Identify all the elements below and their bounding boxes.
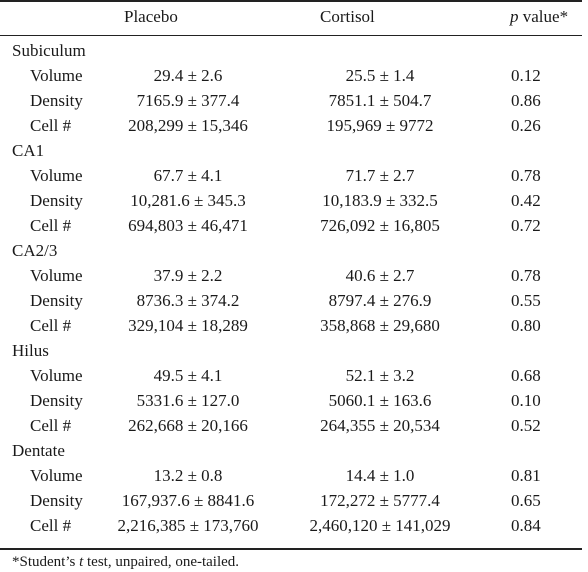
cortisol-cell: 8797.4 ± 276.9 [328, 291, 432, 310]
cortisol-cell: 2,460,120 ± 141,029 [309, 516, 451, 535]
measure-label: Volume [30, 366, 83, 385]
table-row: Cell # 208,299 ± 15,346 195,969 ± 9772 0.26 [0, 113, 582, 138]
cortisol-cell: 172,272 ± 5777.4 [320, 491, 440, 510]
cortisol-cell: 7851.1 ± 504.7 [328, 91, 432, 110]
measure-label: Volume [30, 266, 83, 285]
measure-label: Density [30, 491, 83, 510]
measure-label: Cell # [30, 516, 72, 535]
cortisol-cell: 25.5 ± 1.4 [345, 66, 415, 85]
table-row: Cell # 329,104 ± 18,289 358,868 ± 29,680 0.… [0, 313, 582, 338]
section-name: CA1 [12, 141, 45, 160]
table-row: Cell # 694,803 ± 46,471 726,092 ± 16,805 0.… [0, 213, 582, 238]
table-row: Volume 29.4 ± 2.6 25.5 ± 1.4 0.12 [0, 63, 582, 88]
table-row: Density 7165.9 ± 377.4 7851.1 ± 504.7 0.86 [0, 88, 582, 113]
table-row: Cell # 2,216,385 ± 173,760 2,460,120 ± 141… [0, 513, 582, 538]
section-name: CA2/3 [12, 241, 58, 260]
section-row: CA1 [0, 138, 582, 163]
top-rule [0, 0, 582, 2]
p-value-cell: 0.65 [511, 491, 541, 510]
p-value-label: value* [518, 7, 569, 26]
measure-label: Cell # [30, 416, 72, 435]
cortisol-cell: 71.7 ± 2.7 [345, 166, 415, 185]
placebo-cell: 2,216,385 ± 173,760 [117, 516, 259, 535]
section-row: Hilus [0, 338, 582, 363]
measure-label: Volume [30, 66, 83, 85]
p-value-cell: 0.12 [511, 66, 541, 85]
table-row: Volume 13.2 ± 0.8 14.4 ± 1.0 0.81 [0, 463, 582, 488]
section-name: Hilus [12, 341, 49, 360]
table-row: Volume 37.9 ± 2.2 40.6 ± 2.7 0.78 [0, 263, 582, 288]
cortisol-cell: 10,183.9 ± 332.5 [322, 191, 438, 210]
measure-label: Cell # [30, 316, 72, 335]
footnote-t-symbol: t [79, 554, 84, 570]
p-value-cell: 0.78 [511, 166, 541, 185]
placebo-cell: 167,937.6 ± 8841.6 [121, 491, 255, 510]
placebo-cell: 29.4 ± 2.6 [153, 66, 223, 85]
section-row: CA2/3 [0, 238, 582, 263]
p-value-cell: 0.26 [511, 116, 541, 135]
p-value-cell: 0.55 [511, 291, 541, 310]
p-value-cell: 0.68 [511, 366, 541, 385]
placebo-cell: 8736.3 ± 374.2 [136, 291, 240, 310]
section-name: Subiculum [12, 41, 86, 60]
p-value-cell: 0.52 [511, 416, 541, 435]
cortisol-cell: 195,969 ± 9772 [326, 116, 434, 135]
cortisol-cell: 14.4 ± 1.0 [345, 466, 415, 485]
p-value-cell: 0.42 [511, 191, 541, 210]
cortisol-cell: 264,355 ± 20,534 [320, 416, 440, 435]
measure-label: Cell # [30, 216, 72, 235]
p-value-cell: 0.78 [511, 266, 541, 285]
p-symbol: p [510, 7, 519, 26]
placebo-cell: 208,299 ± 15,346 [128, 116, 248, 135]
column-header-cortisol: Cortisol [320, 7, 375, 26]
cortisol-cell: 40.6 ± 2.7 [345, 266, 415, 285]
measure-label: Density [30, 391, 83, 410]
measure-label: Density [30, 91, 83, 110]
table-row: Density 167,937.6 ± 8841.6 172,272 ± 5777.… [0, 488, 582, 513]
placebo-cell: 67.7 ± 4.1 [153, 166, 223, 185]
placebo-cell: 37.9 ± 2.2 [153, 266, 223, 285]
measure-label: Volume [30, 466, 83, 485]
placebo-cell: 10,281.6 ± 345.3 [130, 191, 246, 210]
p-value-cell: 0.72 [511, 216, 541, 235]
p-value-cell: 0.86 [511, 91, 541, 110]
p-value-cell: 0.80 [511, 316, 541, 335]
table-row: Density 10,281.6 ± 345.3 10,183.9 ± 332.5 0… [0, 188, 582, 213]
placebo-cell: 13.2 ± 0.8 [153, 466, 223, 485]
placebo-cell: 262,668 ± 20,166 [128, 416, 248, 435]
header-rule [0, 35, 582, 36]
table-row: Density 8736.3 ± 374.2 8797.4 ± 276.9 0.55 [0, 288, 582, 313]
bottom-rule [0, 548, 582, 550]
section-name: Dentate [12, 441, 65, 460]
p-value-cell: 0.84 [511, 516, 541, 535]
placebo-cell: 694,803 ± 46,471 [128, 216, 248, 235]
cortisol-cell: 5060.1 ± 163.6 [328, 391, 432, 410]
placebo-cell: 5331.6 ± 127.0 [136, 391, 240, 410]
measure-label: Cell # [30, 116, 72, 135]
table-row: Cell # 262,668 ± 20,166 264,355 ± 20,534 0.… [0, 413, 582, 438]
cortisol-cell: 52.1 ± 3.2 [345, 366, 415, 385]
table-footnote: *Student’s t test, unpaired, one-tailed. [12, 552, 239, 572]
measure-label: Density [30, 191, 83, 210]
column-header-p-value: p value* [510, 6, 568, 28]
placebo-cell: 49.5 ± 4.1 [153, 366, 223, 385]
p-value-cell: 0.10 [511, 391, 541, 410]
column-header-placebo: Placebo [124, 7, 178, 26]
measure-label: Density [30, 291, 83, 310]
footnote-suffix: test, unpaired, one-tailed. [83, 554, 240, 570]
p-value-cell: 0.81 [511, 466, 541, 485]
cortisol-cell: 358,868 ± 29,680 [320, 316, 440, 335]
cortisol-cell: 726,092 ± 16,805 [320, 216, 440, 235]
measure-label: Volume [30, 166, 83, 185]
table-row: Volume 49.5 ± 4.1 52.1 ± 3.2 0.68 [0, 363, 582, 388]
placebo-cell: 7165.9 ± 377.4 [136, 91, 240, 110]
footnote-prefix: *Student’s [12, 554, 80, 570]
table-row: Volume 67.7 ± 4.1 71.7 ± 2.7 0.78 [0, 163, 582, 188]
table-row: Density 5331.6 ± 127.0 5060.1 ± 163.6 0.10 [0, 388, 582, 413]
section-row: Subiculum [0, 38, 582, 63]
section-row: Dentate [0, 438, 582, 463]
placebo-cell: 329,104 ± 18,289 [128, 316, 248, 335]
table-body: Subiculum Volume 29.4 ± 2.6 25.5 ± 1.4 0.12 D… [0, 38, 582, 538]
